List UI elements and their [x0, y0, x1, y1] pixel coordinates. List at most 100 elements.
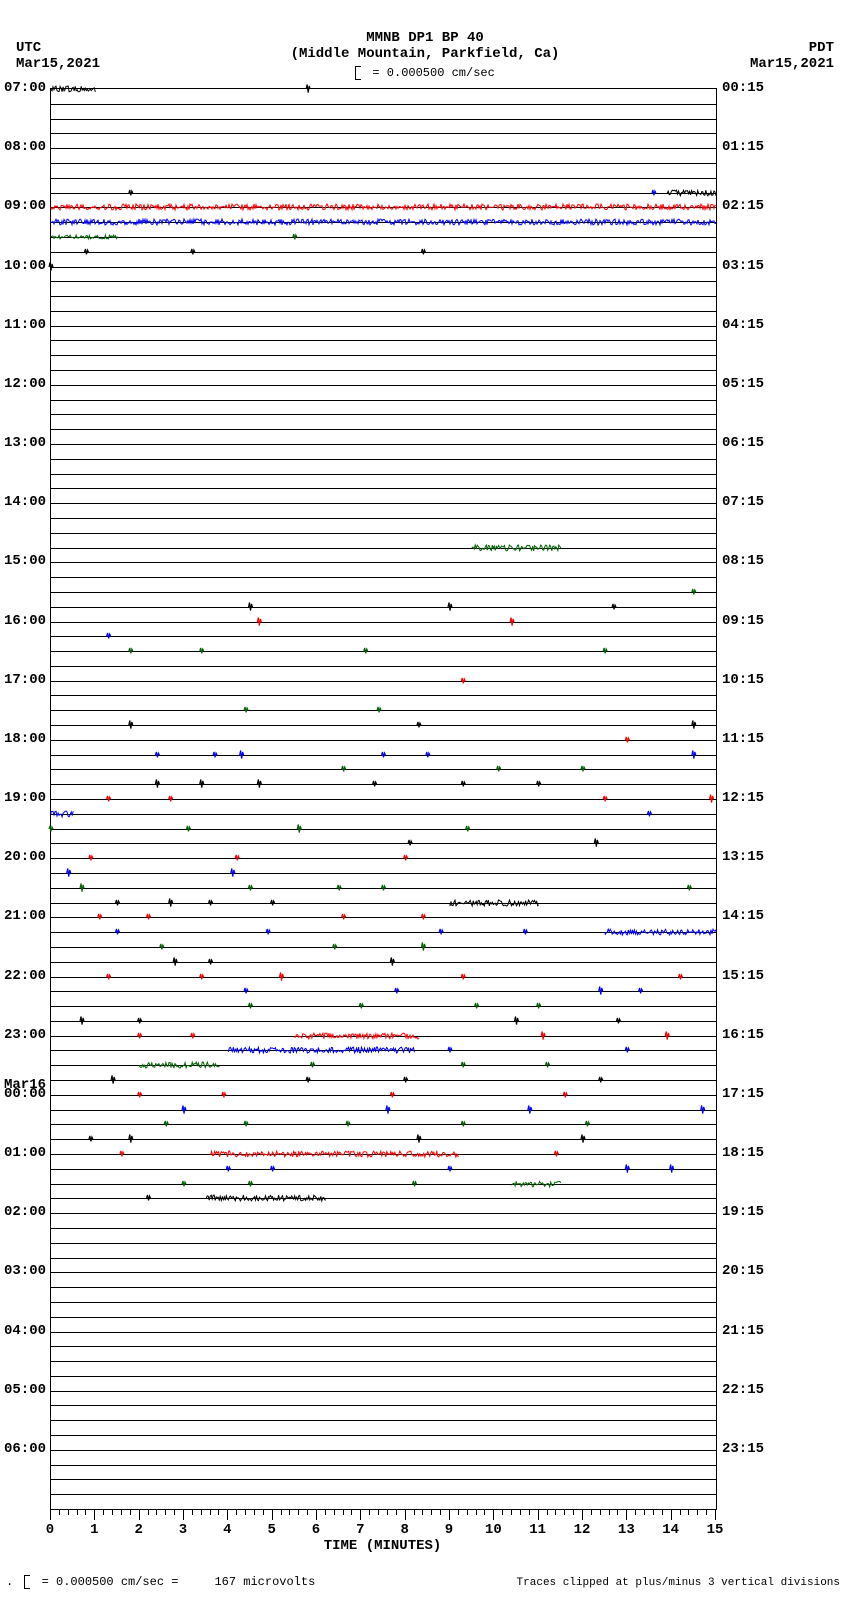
gridline — [51, 962, 716, 963]
right-time-label: 14:15 — [722, 908, 764, 924]
gridline — [51, 119, 716, 120]
x-tick-major — [183, 1510, 184, 1520]
gridline — [51, 917, 716, 918]
x-tick-minor — [476, 1510, 477, 1515]
gridline — [51, 1287, 716, 1288]
footer-right: Traces clipped at plus/minus 3 vertical … — [517, 1577, 840, 1589]
left-time-label: 14:00 — [4, 494, 46, 510]
x-tick-minor — [680, 1510, 681, 1515]
x-tick-minor — [112, 1510, 113, 1515]
x-tick-minor — [174, 1510, 175, 1515]
gridline — [51, 1110, 716, 1111]
gridline — [51, 843, 716, 844]
right-time-label: 08:15 — [722, 553, 764, 569]
x-tick-minor — [502, 1510, 503, 1515]
x-tick-label: 14 — [662, 1522, 679, 1538]
x-tick-major — [227, 1510, 228, 1520]
x-tick-minor — [529, 1510, 530, 1515]
gridline — [51, 1465, 716, 1466]
gridline — [51, 488, 716, 489]
x-tick-label: 3 — [179, 1522, 187, 1538]
gridline — [51, 977, 716, 978]
x-tick-major — [449, 1510, 450, 1520]
gridline — [51, 1021, 716, 1022]
gridline — [51, 888, 716, 889]
left-time-label: 11:00 — [4, 317, 46, 333]
scale-note: = 0.000500 cm/sec — [0, 66, 850, 80]
gridline — [51, 903, 716, 904]
gridline — [51, 1036, 716, 1037]
x-tick-minor — [511, 1510, 512, 1515]
chart-title: MMNB DP1 BP 40 — [0, 30, 850, 46]
gridline — [51, 607, 716, 608]
x-tick-minor — [148, 1510, 149, 1515]
gridline — [51, 932, 716, 933]
x-tick-minor — [555, 1510, 556, 1515]
gridline — [51, 267, 716, 268]
gridline — [51, 755, 716, 756]
gridline — [51, 1006, 716, 1007]
x-tick-minor — [263, 1510, 264, 1515]
gridline — [51, 829, 716, 830]
gridline — [51, 1198, 716, 1199]
x-tick-label: 10 — [485, 1522, 502, 1538]
x-tick-minor — [617, 1510, 618, 1515]
gridline — [51, 858, 716, 859]
x-tick-minor — [440, 1510, 441, 1515]
x-tick-minor — [325, 1510, 326, 1515]
x-tick-minor — [245, 1510, 246, 1515]
x-tick-minor — [130, 1510, 131, 1515]
gridline — [51, 1050, 716, 1051]
left-time-label: 09:00 — [4, 198, 46, 214]
right-time-label: 17:15 — [722, 1086, 764, 1102]
x-tick-minor — [484, 1510, 485, 1515]
left-time-label: 19:00 — [4, 790, 46, 806]
gridline — [51, 577, 716, 578]
right-time-label: 16:15 — [722, 1027, 764, 1043]
x-tick-major — [626, 1510, 627, 1520]
gridline — [51, 651, 716, 652]
x-tick-minor — [334, 1510, 335, 1515]
x-tick-major — [671, 1510, 672, 1520]
left-time-label: 21:00 — [4, 908, 46, 924]
seismogram-page: { "header": { "title": "MMNB DP1 BP 40",… — [0, 0, 850, 1613]
gridline — [51, 237, 716, 238]
x-tick-minor — [68, 1510, 69, 1515]
gridline — [51, 1435, 716, 1436]
right-time-label: 15:15 — [722, 968, 764, 984]
left-time-label: 00:00 — [4, 1086, 46, 1102]
gridline — [51, 562, 716, 563]
x-tick-major — [582, 1510, 583, 1520]
chart-subtitle: (Middle Mountain, Parkfield, Ca) — [0, 46, 850, 62]
gridline — [51, 178, 716, 179]
gridline — [51, 148, 716, 149]
x-tick-minor — [422, 1510, 423, 1515]
gridline — [51, 991, 716, 992]
gridline — [51, 518, 716, 519]
x-tick-label: 0 — [46, 1522, 54, 1538]
gridline — [51, 414, 716, 415]
x-tick-minor — [218, 1510, 219, 1515]
x-tick-label: 5 — [267, 1522, 275, 1538]
x-tick-major — [405, 1510, 406, 1520]
left-time-label: 23:00 — [4, 1027, 46, 1043]
left-time-label: 15:00 — [4, 553, 46, 569]
gridline — [51, 1391, 716, 1392]
x-tick-minor — [156, 1510, 157, 1515]
gridline — [51, 1346, 716, 1347]
x-tick-minor — [635, 1510, 636, 1515]
gridline — [51, 444, 716, 445]
gridline — [51, 429, 716, 430]
x-tick-major — [50, 1510, 51, 1520]
left-time-label: 02:00 — [4, 1204, 46, 1220]
gridline — [51, 1154, 716, 1155]
gridline — [51, 1420, 716, 1421]
left-time-label: 18:00 — [4, 731, 46, 747]
right-time-label: 13:15 — [722, 849, 764, 865]
x-tick-minor — [236, 1510, 237, 1515]
x-tick-minor — [688, 1510, 689, 1515]
x-tick-minor — [378, 1510, 379, 1515]
date-left-label: Mar15,2021 — [16, 56, 100, 72]
gridline — [51, 340, 716, 341]
x-tick-minor — [281, 1510, 282, 1515]
